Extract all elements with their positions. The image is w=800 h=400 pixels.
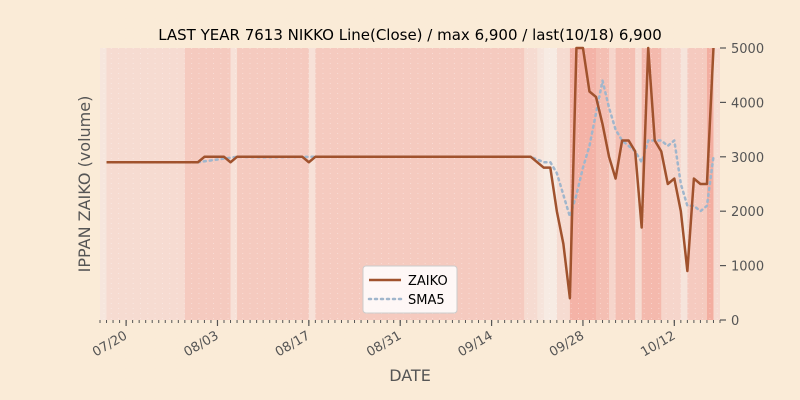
chart-title: LAST YEAR 7613 NIKKO Line(Close) / max 6… bbox=[158, 26, 662, 44]
shaded-band bbox=[615, 48, 636, 320]
shaded-band bbox=[524, 48, 538, 320]
x-tick-label: 08/03 bbox=[182, 328, 222, 360]
y-tick-label: 3000 bbox=[731, 151, 764, 166]
shaded-band bbox=[687, 48, 707, 320]
x-tick-label: 08/17 bbox=[273, 328, 313, 360]
shaded-band bbox=[609, 48, 616, 320]
shaded-band bbox=[713, 48, 720, 320]
legend-label-zaiko: ZAIKO bbox=[408, 274, 448, 289]
x-axis: 07/20 08/03 08/17 08/31 09/14 09/28 10/12 bbox=[90, 320, 721, 360]
shaded-band bbox=[596, 48, 610, 320]
shaded-band bbox=[184, 48, 231, 320]
shaded-band bbox=[680, 48, 688, 320]
legend-label-sma5: SMA5 bbox=[408, 293, 445, 308]
shaded-band bbox=[230, 48, 238, 320]
series-line-zaiko bbox=[106, 46, 715, 300]
x-tick-label: 09/14 bbox=[456, 328, 496, 360]
x-tick-label: 08/31 bbox=[364, 328, 404, 360]
shaded-band bbox=[556, 48, 570, 320]
y-axis-label: IPPAN ZAIKO (volume) bbox=[75, 96, 94, 273]
y-tick-label: 0 bbox=[731, 314, 739, 329]
y-tick-label: 1000 bbox=[731, 260, 764, 275]
shaded-band bbox=[308, 48, 316, 320]
shaded-band bbox=[537, 48, 544, 320]
shaded-band bbox=[100, 48, 107, 320]
y-tick-label: 5000 bbox=[731, 42, 764, 57]
series-layer bbox=[106, 46, 715, 300]
shaded-band bbox=[106, 48, 185, 320]
y-tick-label: 2000 bbox=[731, 205, 764, 220]
x-tick-label: 07/20 bbox=[90, 328, 130, 360]
shaded-band bbox=[543, 48, 557, 320]
legend-box bbox=[362, 265, 458, 314]
x-tick-label: 10/12 bbox=[638, 328, 678, 360]
x-tick-label: 09/28 bbox=[547, 328, 587, 360]
y-tick-label: 4000 bbox=[731, 96, 764, 111]
shaded-band bbox=[237, 48, 309, 320]
y-axis: 0 1000 2000 3000 4000 5000 bbox=[720, 42, 764, 329]
shaded-band bbox=[661, 48, 681, 320]
x-axis-label: DATE bbox=[389, 366, 431, 385]
legend: ZAIKO SMA5 bbox=[362, 265, 458, 314]
